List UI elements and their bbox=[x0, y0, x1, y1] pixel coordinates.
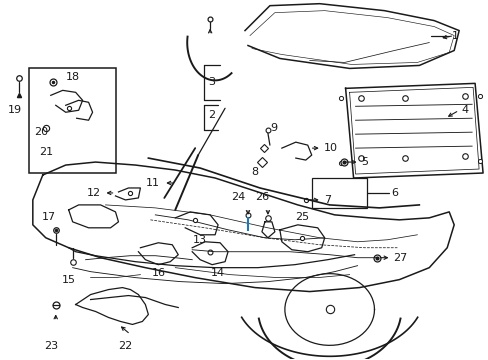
Text: 2: 2 bbox=[208, 110, 215, 120]
Text: 20: 20 bbox=[34, 127, 48, 137]
Text: 14: 14 bbox=[211, 268, 224, 278]
Bar bbox=[311, 178, 366, 208]
Text: 13: 13 bbox=[193, 235, 207, 245]
Text: 12: 12 bbox=[86, 188, 101, 198]
Text: 16: 16 bbox=[151, 268, 165, 278]
Text: 15: 15 bbox=[61, 275, 76, 285]
Text: 23: 23 bbox=[43, 341, 58, 351]
Text: 27: 27 bbox=[393, 253, 407, 263]
Text: 19: 19 bbox=[8, 105, 22, 115]
Text: 26: 26 bbox=[254, 192, 268, 202]
Text: 24: 24 bbox=[230, 192, 244, 202]
Text: 22: 22 bbox=[118, 341, 132, 351]
Text: 11: 11 bbox=[146, 178, 160, 188]
Text: 17: 17 bbox=[41, 212, 56, 222]
Text: 1: 1 bbox=[451, 31, 458, 41]
Text: 5: 5 bbox=[361, 157, 368, 167]
Text: 18: 18 bbox=[65, 72, 80, 82]
Text: 4: 4 bbox=[460, 105, 468, 115]
Bar bbox=[29, 68, 116, 173]
Text: 9: 9 bbox=[269, 123, 277, 133]
Text: 7: 7 bbox=[323, 195, 330, 205]
Text: 10: 10 bbox=[323, 143, 337, 153]
Text: 8: 8 bbox=[251, 167, 258, 177]
Text: 3: 3 bbox=[208, 77, 215, 87]
Text: 25: 25 bbox=[294, 212, 308, 222]
Text: 6: 6 bbox=[390, 188, 398, 198]
Text: 21: 21 bbox=[39, 147, 53, 157]
